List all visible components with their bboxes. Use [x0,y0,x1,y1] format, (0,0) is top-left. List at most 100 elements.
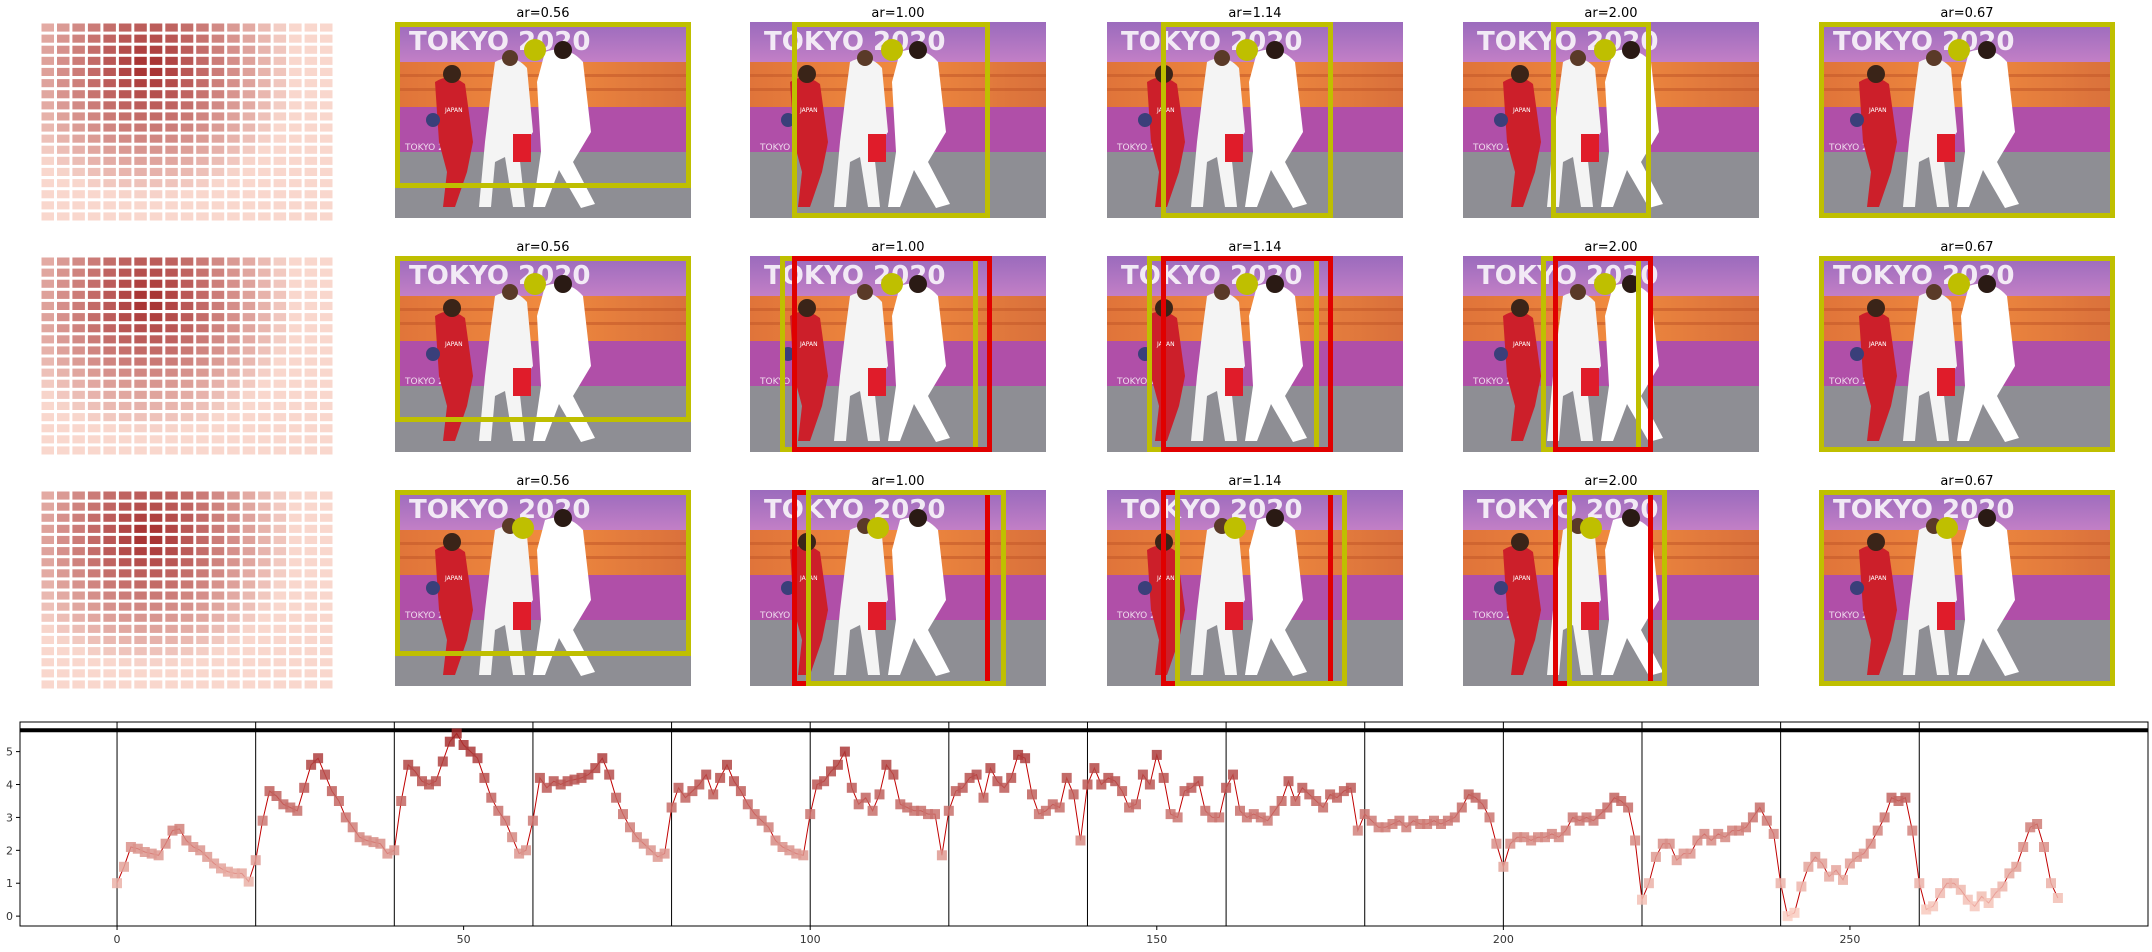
heatmap-cell [87,558,101,567]
data-point [1477,799,1488,810]
heatmap-cell [41,613,54,622]
heatmap-cell [118,513,132,522]
heatmap-cell [165,446,178,455]
heatmap-cell [180,101,194,110]
heatmap-cell [211,101,225,110]
heatmap-cell [41,524,54,533]
heatmap-cell [227,313,240,322]
heatmap-cell [320,368,333,377]
heatmap-cell [211,23,225,32]
heatmap-cell [87,379,101,388]
heatmap-cell [227,290,240,299]
heatmap-cell [320,635,333,644]
heatmap-cell [165,535,178,544]
heatmap-cell [134,658,147,667]
heatmap-cell [57,357,70,366]
heatmap-cell [320,324,333,333]
heatmap-cell [304,491,318,500]
heatmap-cell [103,613,116,622]
data-point [1650,851,1661,862]
heatmap-cell [87,502,101,511]
heatmap-cell [180,390,194,399]
heatmap-cell [134,669,147,678]
heatmap-cell [180,413,194,422]
heatmap-cell [211,212,225,221]
heatmap-cell [103,190,116,199]
heatmap-cell [57,257,70,266]
heatmap-cell [87,424,101,433]
heatmap-cell [304,279,318,288]
data-point [1831,865,1842,876]
heatmap-cell [103,379,116,388]
heatmap-cell [196,446,209,455]
heatmap-cell [304,201,318,210]
data-point [1241,812,1252,823]
heatmap-cell [180,435,194,444]
data-point [1519,832,1530,843]
heatmap-cell [289,357,302,366]
heatmap-cell [180,45,194,54]
heatmap-cell [165,34,178,43]
heatmap-cell [227,257,240,266]
heatmap-cell [118,324,132,333]
heatmap-cell [242,669,256,678]
heatmap-cell [87,34,101,43]
data-point [1990,888,2001,899]
heatmap-cell [242,201,256,210]
x-tick-label: 250 [1839,933,1860,946]
heatmap-cell [134,602,147,611]
heatmap-cell [72,56,85,65]
data-point [2032,819,2043,829]
heatmap-cell [258,56,271,65]
heatmap-cell [273,658,287,667]
data-point [1359,809,1370,820]
heatmap-cell [227,424,240,433]
heatmap-cell [196,201,209,210]
heatmap-cell [258,502,271,511]
heatmap-cell [149,635,163,644]
heatmap-cell [103,390,116,399]
data-point [222,866,233,877]
heatmap-cell [211,446,225,455]
heatmap-cell [227,591,240,600]
heatmap-cell [289,279,302,288]
data-point [1969,901,1980,912]
heatmap-cell [149,201,163,210]
heatmap-cell [134,268,147,277]
data-point [749,809,760,820]
heatmap-cell [41,580,54,589]
data-point [722,759,732,770]
heatmap-cell [289,179,302,188]
heatmap-cell [196,435,209,444]
data-point [583,769,594,780]
heatmap-cell [196,34,209,43]
data-point [174,823,185,834]
heatmap-cell [320,491,333,500]
heatmap-cell [72,413,85,422]
heatmap-cell [165,591,178,600]
heatmap-cell [149,346,163,355]
heatmap-cell [118,401,132,410]
heatmap-cell [41,268,54,277]
heatmap-cell [273,591,287,600]
heatmap-cell [273,424,287,433]
heatmap-cell [180,368,194,377]
heatmap-cell [320,647,333,656]
heatmap-cell [103,535,116,544]
heatmap-cell [87,658,101,667]
heatmap-cell [57,90,70,99]
heatmap-cell [103,580,116,589]
data-point [1137,769,1148,780]
heatmap-cell [196,513,209,522]
heatmap-cell [165,167,178,176]
heatmap-cell [211,435,225,444]
crop-box-yellow [1819,22,2115,218]
heatmap-cell [149,335,163,344]
heatmap-cell [134,558,147,567]
heatmap-cell [320,279,333,288]
heatmap-cell [103,179,116,188]
heatmap-cell [242,190,256,199]
heatmap-cell [242,379,256,388]
data-point [340,812,351,823]
heatmap-cell [87,156,101,165]
